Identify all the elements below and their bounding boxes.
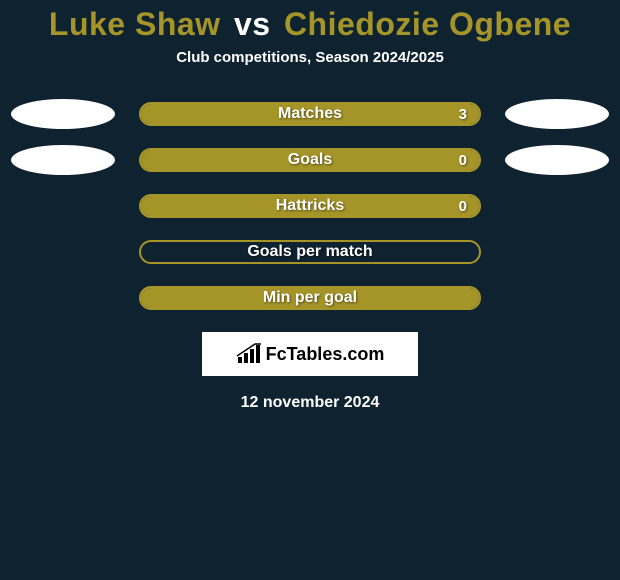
- vs-text: vs: [230, 6, 275, 42]
- left-ellipse: [11, 99, 115, 129]
- bar-value: 3: [459, 104, 467, 124]
- bar-label: Min per goal: [141, 288, 479, 308]
- stat-row: Matches3: [0, 102, 620, 126]
- bar: Min per goal: [139, 286, 481, 310]
- right-ellipse: [505, 145, 609, 175]
- subtitle: Club competitions, Season 2024/2025: [0, 49, 620, 66]
- stat-row: Hattricks0: [0, 194, 620, 218]
- bar: Goals per match: [139, 240, 481, 264]
- left-ellipse: [11, 145, 115, 175]
- comparison-card: Luke Shaw vs Chiedozie Ogbene Club compe…: [0, 0, 620, 412]
- bar-value: 0: [459, 150, 467, 170]
- logo-text: FcTables.com: [266, 344, 385, 365]
- bar-value: 0: [459, 196, 467, 216]
- bar-label: Hattricks: [141, 196, 479, 216]
- stat-bar: Hattricks0: [139, 194, 481, 218]
- stat-bar: Goals0: [139, 148, 481, 172]
- bar: Matches3: [139, 102, 481, 126]
- date-text: 12 november 2024: [0, 394, 620, 412]
- player1-name: Luke Shaw: [49, 6, 221, 42]
- stat-bar: Min per goal: [139, 286, 481, 310]
- stat-bar: Goals per match: [139, 240, 481, 264]
- stat-row: Goals0: [0, 148, 620, 172]
- player2-name: Chiedozie Ogbene: [284, 6, 571, 42]
- bar-label: Goals: [141, 150, 479, 170]
- logo: FcTables.com: [236, 343, 385, 365]
- stat-row: Goals per match: [0, 240, 620, 264]
- stat-bar: Matches3: [139, 102, 481, 126]
- stat-row: Min per goal: [0, 286, 620, 310]
- bar: Goals0: [139, 148, 481, 172]
- logo-box: FcTables.com: [202, 332, 418, 376]
- stats-rows: Matches3Goals0Hattricks0Goals per matchM…: [0, 102, 620, 310]
- bar-label: Matches: [141, 104, 479, 124]
- bar: Hattricks0: [139, 194, 481, 218]
- logo-chart-icon: [236, 343, 262, 365]
- right-ellipse: [505, 99, 609, 129]
- bar-label: Goals per match: [141, 242, 479, 262]
- page-title: Luke Shaw vs Chiedozie Ogbene: [0, 6, 620, 43]
